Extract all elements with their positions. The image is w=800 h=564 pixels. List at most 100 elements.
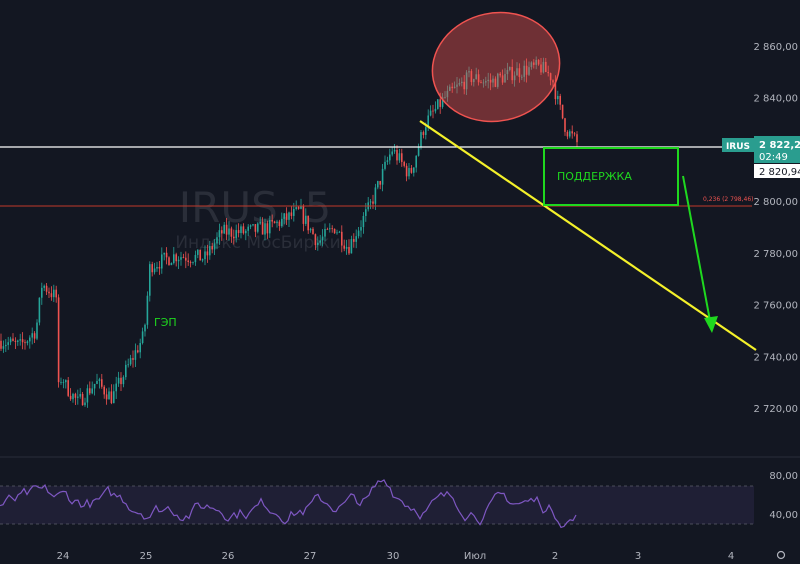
candle — [384, 161, 386, 169]
candle — [348, 246, 350, 254]
candle — [146, 295, 149, 325]
target-arrow[interactable] — [682, 175, 712, 327]
candle — [290, 212, 293, 216]
candle — [307, 215, 309, 231]
candle — [547, 72, 549, 74]
candle — [461, 81, 463, 84]
candle — [254, 224, 257, 232]
candle — [451, 86, 453, 89]
candle — [201, 259, 204, 261]
candle — [144, 324, 146, 332]
candle — [43, 285, 45, 288]
rsi-axis[interactable]: 80,00 40,00 — [769, 471, 798, 521]
candle — [209, 246, 211, 256]
rsi-line[interactable] — [0, 479, 577, 529]
candle — [573, 133, 576, 135]
candle — [242, 226, 245, 234]
candle — [156, 266, 158, 269]
candle — [542, 61, 545, 73]
candle — [101, 379, 103, 387]
candle — [50, 293, 53, 298]
candle — [317, 242, 319, 246]
candle — [396, 150, 398, 161]
candle — [9, 338, 12, 343]
candle — [427, 115, 429, 128]
candle — [245, 230, 247, 234]
candle — [480, 82, 482, 84]
candle — [0, 340, 2, 349]
time-tick-label: Июл — [464, 551, 486, 562]
symbol-tag — [722, 138, 754, 152]
candle — [458, 83, 461, 85]
candle — [62, 382, 65, 383]
candle — [271, 219, 273, 222]
close-price-tag[interactable] — [754, 164, 800, 178]
candle — [273, 221, 276, 224]
candle — [204, 251, 206, 260]
candle — [199, 249, 201, 261]
candle — [494, 78, 497, 87]
settings-icon[interactable] — [776, 550, 786, 560]
candle — [377, 181, 379, 188]
time-tick-label: 3 — [635, 551, 641, 562]
candle — [53, 289, 55, 298]
support-box[interactable] — [543, 147, 679, 206]
candle — [163, 252, 165, 255]
candle — [122, 377, 125, 385]
descending-trendline[interactable] — [419, 120, 757, 351]
candle — [259, 222, 261, 224]
candle — [441, 97, 444, 107]
last-price-tag[interactable] — [754, 136, 800, 163]
price-tick-label: 2 740,00 — [753, 352, 798, 363]
candle — [261, 222, 264, 235]
candle — [213, 243, 216, 250]
candle — [321, 236, 324, 241]
candle — [566, 131, 569, 137]
resistance-ellipse[interactable] — [422, 1, 570, 133]
time-axis[interactable]: 24 25 26 27 30 Июл 2 3 4 — [57, 551, 735, 562]
candle — [465, 72, 468, 90]
candle — [173, 254, 175, 264]
candle-series — [0, 56, 578, 408]
candle — [223, 224, 225, 234]
candle — [305, 215, 307, 224]
candle — [535, 59, 537, 65]
symbol-tag-label: IRUS — [726, 142, 750, 152]
candle — [161, 254, 163, 269]
candle — [518, 68, 521, 77]
candle — [33, 333, 36, 339]
candle — [425, 127, 427, 135]
candle — [350, 239, 353, 254]
time-tick-label: 2 — [552, 551, 558, 562]
candle — [525, 65, 528, 75]
candle — [537, 59, 540, 65]
candle — [21, 339, 24, 343]
candle — [237, 230, 240, 234]
candle — [487, 79, 489, 82]
candle — [14, 340, 17, 342]
candle — [326, 228, 329, 230]
candle — [153, 268, 156, 273]
candle — [521, 76, 523, 78]
candle — [379, 181, 381, 185]
candle — [175, 254, 177, 262]
candle — [182, 257, 185, 258]
candle — [36, 322, 38, 339]
gap-label: ГЭП — [154, 316, 177, 329]
candle — [365, 209, 367, 216]
candle — [149, 264, 151, 296]
candle — [60, 382, 62, 383]
candle — [168, 257, 170, 266]
candle — [125, 364, 127, 378]
candle — [410, 168, 413, 173]
candle — [278, 221, 281, 227]
candle — [432, 110, 434, 112]
candle — [374, 187, 377, 204]
price-tick-label: 2 760,00 — [753, 301, 798, 312]
candle — [137, 350, 139, 353]
candle — [247, 226, 249, 231]
candle — [31, 333, 33, 338]
candle — [134, 350, 137, 360]
candle — [93, 383, 96, 389]
